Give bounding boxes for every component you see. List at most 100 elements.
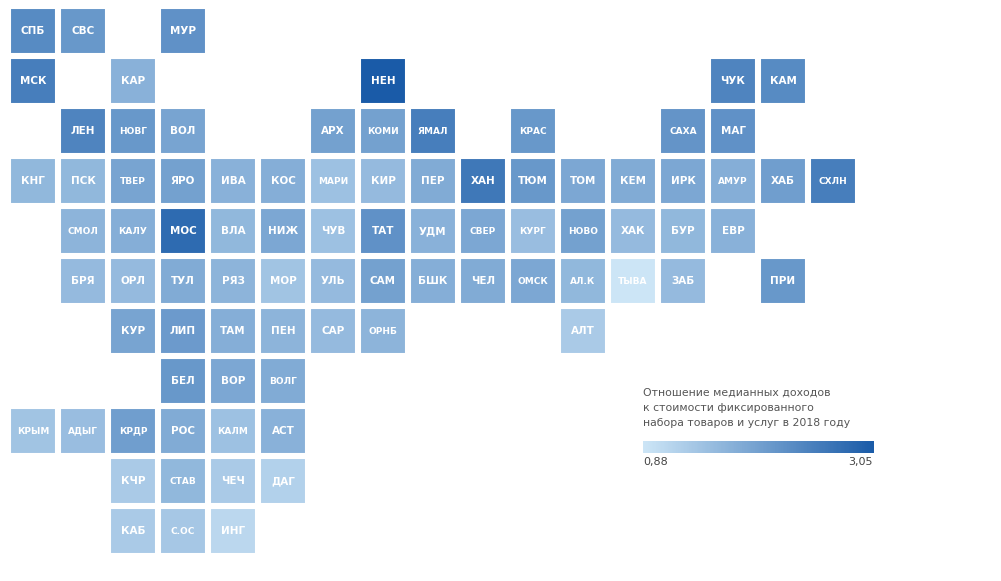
Bar [610, 258, 656, 304]
Bar [699, 441, 700, 453]
Bar [813, 441, 815, 453]
Bar [707, 441, 708, 453]
Text: КРЫМ: КРЫМ [17, 426, 49, 436]
Bar [160, 8, 206, 54]
Text: НОВО: НОВО [568, 227, 598, 235]
Text: МАРИ: МАРИ [318, 177, 348, 185]
Bar [771, 441, 773, 453]
Bar [806, 441, 808, 453]
Text: БШК: БШК [418, 276, 447, 286]
Text: ТОМ: ТОМ [570, 176, 597, 186]
Bar [694, 441, 696, 453]
Bar [160, 208, 206, 254]
Bar [704, 441, 706, 453]
Bar [160, 408, 206, 454]
Bar [210, 358, 256, 404]
Bar [60, 108, 106, 154]
Bar [260, 208, 306, 254]
Bar [760, 258, 806, 304]
Text: УЛЬ: УЛЬ [320, 276, 345, 286]
Bar [829, 441, 831, 453]
Bar [260, 158, 306, 204]
Bar [843, 441, 845, 453]
Bar [793, 441, 794, 453]
Bar [740, 441, 742, 453]
Text: КОС: КОС [270, 176, 295, 186]
Bar [310, 158, 356, 204]
Bar [760, 158, 806, 204]
Text: АРХ: АРХ [321, 126, 344, 136]
Text: САМ: САМ [370, 276, 396, 286]
Text: КРДР: КРДР [119, 426, 147, 436]
Text: САХА: САХА [670, 127, 697, 135]
Bar [645, 441, 646, 453]
Text: МУР: МУР [170, 26, 196, 36]
Bar [110, 308, 156, 354]
Bar [849, 441, 851, 453]
Bar [723, 441, 724, 453]
Bar [210, 258, 256, 304]
Bar [672, 441, 674, 453]
Bar [760, 58, 806, 104]
Bar [862, 441, 863, 453]
Bar [660, 158, 706, 204]
Bar [773, 441, 775, 453]
Bar [761, 441, 762, 453]
Bar [649, 441, 651, 453]
Bar [764, 441, 766, 453]
Bar [260, 358, 306, 404]
Bar [848, 441, 850, 453]
Bar [656, 441, 658, 453]
Bar [460, 208, 506, 254]
Bar [815, 441, 816, 453]
Bar [754, 441, 755, 453]
Text: ЯМАЛ: ЯМАЛ [417, 127, 448, 135]
Text: МСК: МСК [20, 76, 46, 86]
Bar [860, 441, 862, 453]
Bar [160, 258, 206, 304]
Text: КНГ: КНГ [21, 176, 45, 186]
Bar [210, 208, 256, 254]
Bar [711, 441, 713, 453]
Bar [651, 441, 653, 453]
Text: ПРИ: ПРИ [771, 276, 796, 286]
Bar [859, 441, 861, 453]
Bar [696, 441, 698, 453]
Bar [810, 441, 812, 453]
Bar [817, 441, 818, 453]
Bar [60, 258, 106, 304]
Bar [751, 441, 753, 453]
Bar [808, 441, 809, 453]
Bar [653, 441, 654, 453]
Bar [735, 441, 737, 453]
Text: СХЛН: СХЛН [819, 177, 848, 185]
Bar [10, 8, 56, 54]
Bar [160, 158, 206, 204]
Text: КАБ: КАБ [121, 526, 145, 536]
Bar [786, 441, 787, 453]
Bar [679, 441, 681, 453]
Text: НЕН: НЕН [370, 76, 395, 86]
Bar [782, 441, 784, 453]
Bar [797, 441, 799, 453]
Text: КЧР: КЧР [121, 476, 145, 486]
Bar [739, 441, 740, 453]
Bar [812, 441, 814, 453]
Bar [866, 441, 868, 453]
Bar [710, 158, 756, 204]
Bar [560, 208, 606, 254]
Text: ЯРО: ЯРО [171, 176, 195, 186]
Bar [777, 441, 778, 453]
Text: БУР: БУР [672, 226, 695, 236]
Bar [823, 441, 824, 453]
Text: ХАН: ХАН [470, 176, 495, 186]
Text: ХАБ: ХАБ [771, 176, 795, 186]
Bar [160, 458, 206, 504]
Bar [727, 441, 729, 453]
Bar [769, 441, 770, 453]
Bar [110, 408, 156, 454]
Bar [700, 441, 701, 453]
Text: КРАС: КРАС [520, 127, 547, 135]
Bar [851, 441, 853, 453]
Text: БЕЛ: БЕЛ [171, 376, 195, 386]
